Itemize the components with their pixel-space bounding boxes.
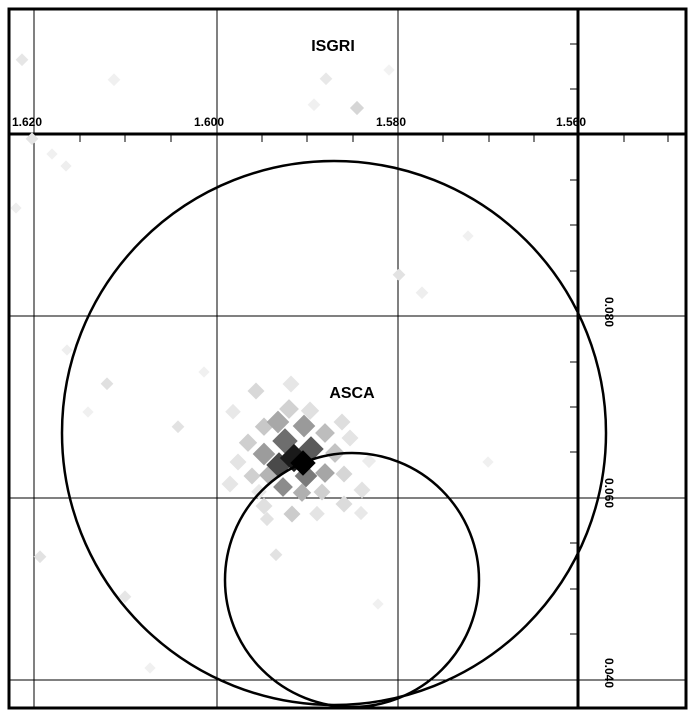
right-tick-label: 0.060 — [602, 478, 616, 508]
image-frame — [7, 7, 688, 710]
source-label: ASCA — [329, 385, 375, 402]
top-minor-ticks — [79, 134, 669, 142]
right-tick-label: 0.040 — [602, 658, 616, 688]
top-tick-label: 1.620 — [12, 115, 42, 129]
top-tick-label: 1.580 — [376, 115, 406, 129]
coordinate-grid — [9, 9, 686, 708]
instrument-label: ISGRI — [311, 38, 355, 55]
top-tick-label: 1.560 — [556, 115, 586, 129]
asca-error-circle — [223, 451, 481, 709]
right-minor-ticks — [570, 43, 578, 635]
right-tick-label: 0.080 — [602, 297, 616, 327]
source-emission-blob — [221, 375, 377, 527]
background-noise-pixels — [10, 53, 494, 674]
top-tick-label: 1.600 — [194, 115, 224, 129]
